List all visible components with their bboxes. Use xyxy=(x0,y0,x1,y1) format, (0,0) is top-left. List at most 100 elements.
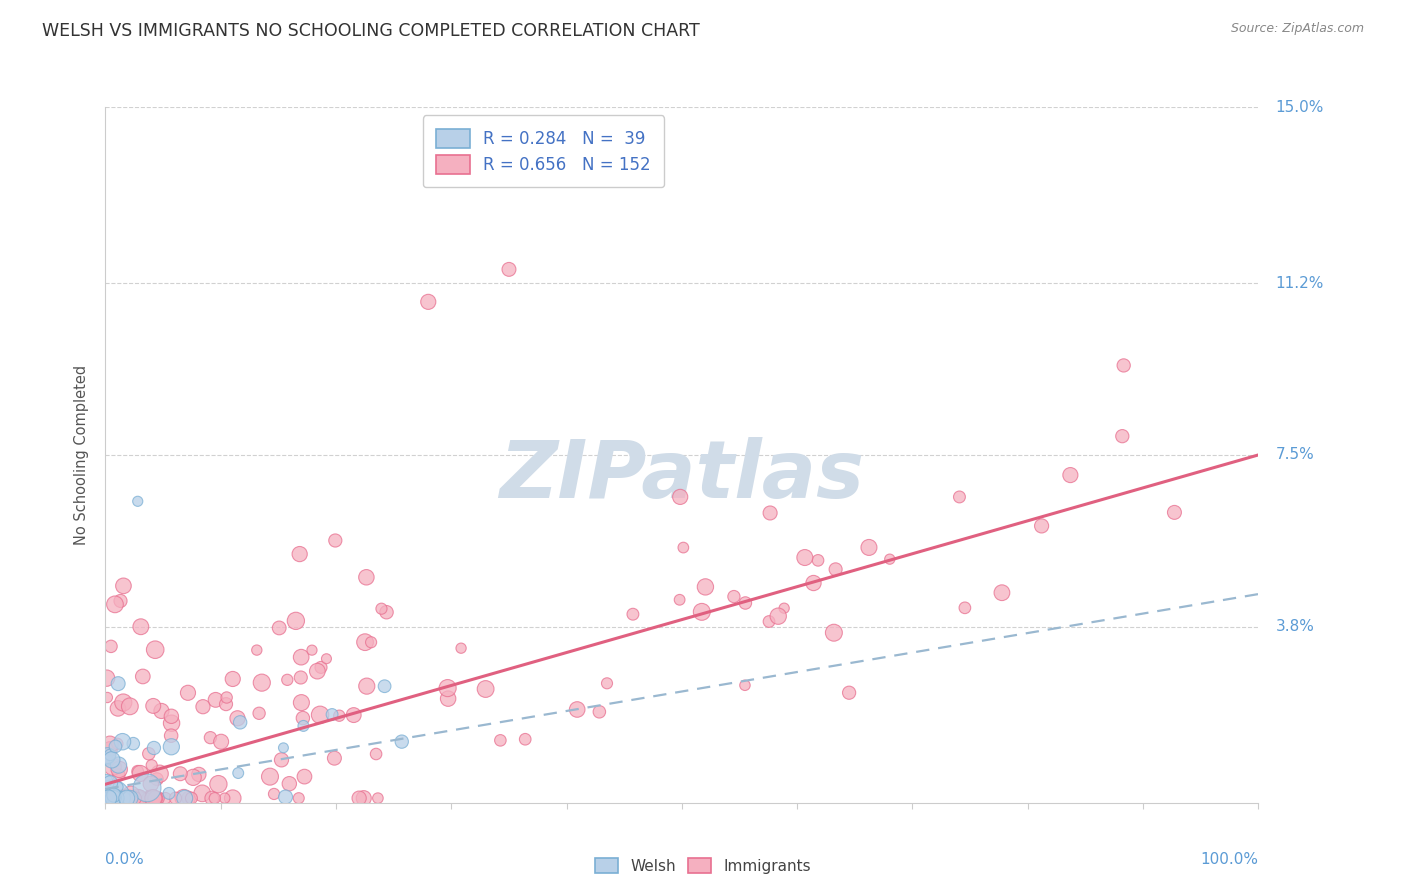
Point xyxy=(343,708,366,723)
Point xyxy=(160,739,183,754)
Point xyxy=(115,791,138,805)
Point xyxy=(110,594,132,608)
Point xyxy=(104,739,127,754)
Point xyxy=(803,576,825,591)
Point xyxy=(215,697,238,711)
Point xyxy=(807,553,830,567)
Point xyxy=(498,262,520,277)
Point xyxy=(173,791,195,805)
Point xyxy=(437,691,460,706)
Point xyxy=(97,791,120,805)
Point xyxy=(321,707,343,722)
Point xyxy=(290,696,312,710)
Point xyxy=(104,598,127,612)
Y-axis label: No Schooling Completed: No Schooling Completed xyxy=(75,365,90,545)
Point xyxy=(139,777,162,791)
Point xyxy=(97,791,120,805)
Text: 0.0%: 0.0% xyxy=(105,852,145,866)
Point xyxy=(766,609,789,624)
Point xyxy=(141,758,163,772)
Point xyxy=(273,740,295,755)
Point xyxy=(104,791,127,805)
Point xyxy=(204,791,226,805)
Point xyxy=(226,766,249,780)
Point xyxy=(690,605,713,619)
Point xyxy=(1111,429,1133,443)
Point xyxy=(347,791,370,805)
Point xyxy=(187,767,209,781)
Text: 11.2%: 11.2% xyxy=(1275,276,1324,291)
Point xyxy=(111,735,134,749)
Point xyxy=(226,711,249,725)
Legend: R = 0.284   N =  39, R = 0.656   N = 152: R = 0.284 N = 39, R = 0.656 N = 152 xyxy=(423,115,664,187)
Point xyxy=(177,791,200,805)
Text: 3.8%: 3.8% xyxy=(1275,619,1315,634)
Point xyxy=(96,671,118,685)
Point xyxy=(160,716,183,731)
Point xyxy=(135,791,157,805)
Point xyxy=(356,570,378,584)
Point xyxy=(98,747,121,762)
Point xyxy=(1059,468,1081,483)
Point xyxy=(474,681,496,696)
Point xyxy=(100,753,122,767)
Text: Source: ZipAtlas.com: Source: ZipAtlas.com xyxy=(1230,22,1364,36)
Point xyxy=(112,791,135,805)
Point xyxy=(723,590,745,604)
Point xyxy=(120,788,142,802)
Point xyxy=(858,541,880,555)
Point xyxy=(391,734,413,748)
Point xyxy=(436,681,458,695)
Point xyxy=(155,791,177,805)
Point xyxy=(290,671,312,685)
Point xyxy=(127,764,149,779)
Point xyxy=(375,605,398,619)
Point xyxy=(247,706,270,721)
Point xyxy=(180,791,202,805)
Point xyxy=(450,641,472,656)
Point xyxy=(759,506,782,520)
Point xyxy=(129,766,152,780)
Point xyxy=(125,791,148,805)
Point xyxy=(141,791,163,805)
Point xyxy=(107,791,129,805)
Point xyxy=(278,777,301,791)
Point xyxy=(98,776,121,790)
Point xyxy=(112,696,135,710)
Point xyxy=(204,693,226,707)
Point xyxy=(98,742,121,756)
Point xyxy=(824,562,846,576)
Point xyxy=(141,791,163,805)
Point xyxy=(107,791,129,805)
Point xyxy=(364,747,387,761)
Point xyxy=(360,635,382,649)
Point xyxy=(124,791,146,805)
Text: 7.5%: 7.5% xyxy=(1275,448,1315,462)
Point xyxy=(132,669,155,683)
Point xyxy=(127,791,149,805)
Point xyxy=(309,707,332,722)
Point xyxy=(98,738,121,752)
Point xyxy=(107,791,129,805)
Point xyxy=(596,676,619,690)
Point xyxy=(669,490,692,504)
Point xyxy=(107,676,129,690)
Point xyxy=(301,643,323,657)
Point xyxy=(136,780,159,795)
Point xyxy=(991,585,1014,599)
Point xyxy=(100,791,122,805)
Point xyxy=(146,791,169,805)
Point xyxy=(734,678,756,692)
Point xyxy=(96,748,118,763)
Point xyxy=(1163,505,1185,519)
Point xyxy=(567,702,589,716)
Point xyxy=(270,753,292,767)
Point xyxy=(309,660,332,674)
Point xyxy=(879,552,901,566)
Text: 15.0%: 15.0% xyxy=(1275,100,1324,114)
Point xyxy=(97,790,120,805)
Point xyxy=(274,789,297,804)
Point xyxy=(588,705,610,719)
Point xyxy=(672,541,695,555)
Point xyxy=(215,690,238,705)
